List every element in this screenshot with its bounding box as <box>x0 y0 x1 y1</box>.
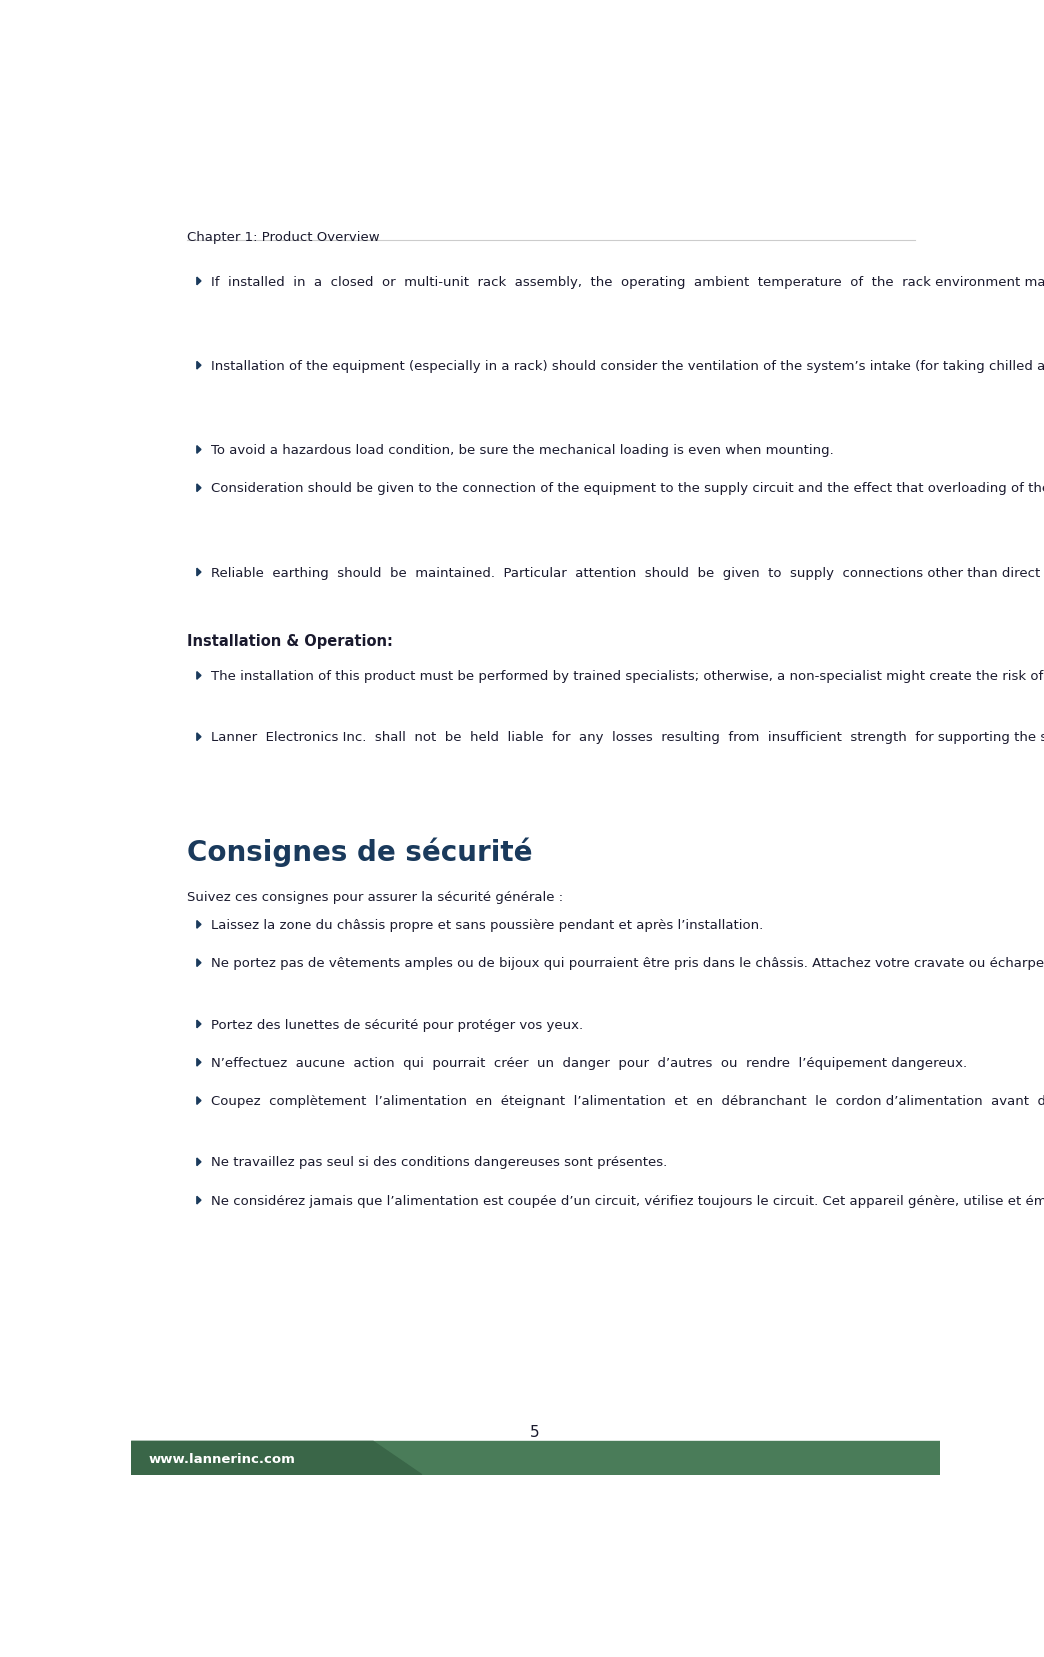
Text: To avoid a hazardous load condition, be sure the mechanical loading is even when: To avoid a hazardous load condition, be … <box>211 444 834 457</box>
Polygon shape <box>197 1097 201 1105</box>
Polygon shape <box>197 278 201 285</box>
Polygon shape <box>197 1059 201 1067</box>
Polygon shape <box>197 484 201 492</box>
Text: Suivez ces consignes pour assurer la sécurité générale :: Suivez ces consignes pour assurer la séc… <box>187 890 564 903</box>
Polygon shape <box>197 446 201 454</box>
Polygon shape <box>197 1021 201 1029</box>
Polygon shape <box>197 734 201 741</box>
Text: Installation & Operation:: Installation & Operation: <box>187 635 393 650</box>
Text: Chapter 1: Product Overview: Chapter 1: Product Overview <box>187 230 380 244</box>
Text: The installation of this product must be performed by trained specialists; other: The installation of this product must be… <box>211 669 1044 683</box>
Text: Installation of the equipment (especially in a rack) should consider the ventila: Installation of the equipment (especiall… <box>211 360 1044 373</box>
Bar <box>130 1442 940 1475</box>
Text: Ne considérez jamais que l’alimentation est coupée d’un circuit, vérifiez toujou: Ne considérez jamais que l’alimentation … <box>211 1195 1044 1206</box>
Polygon shape <box>197 363 201 370</box>
Polygon shape <box>197 921 201 928</box>
Text: Consignes de sécurité: Consignes de sécurité <box>187 837 532 867</box>
Text: Coupez  complètement  l’alimentation  en  éteignant  l’alimentation  et  en  déb: Coupez complètement l’alimentation en ét… <box>211 1095 1044 1107</box>
Text: Lanner  Electronics Inc.  shall  not  be  held  liable  for  any  losses  result: Lanner Electronics Inc. shall not be hel… <box>211 731 1044 744</box>
Polygon shape <box>197 1196 201 1205</box>
Text: Consideration should be given to the connection of the equipment to the supply c: Consideration should be given to the con… <box>211 482 1044 495</box>
Text: If  installed  in  a  closed  or  multi-unit  rack  assembly,  the  operating  a: If installed in a closed or multi-unit r… <box>211 275 1044 288</box>
Text: Ne portez pas de vêtements amples ou de bijoux qui pourraient être pris dans le : Ne portez pas de vêtements amples ou de … <box>211 956 1044 969</box>
Text: Portez des lunettes de sécurité pour protéger vos yeux.: Portez des lunettes de sécurité pour pro… <box>211 1017 584 1031</box>
Text: Laissez la zone du châssis propre et sans poussière pendant et après l’installat: Laissez la zone du châssis propre et san… <box>211 918 763 931</box>
Text: Ne travaillez pas seul si des conditions dangereuses sont présentes.: Ne travaillez pas seul si des conditions… <box>211 1157 668 1168</box>
Polygon shape <box>197 673 201 679</box>
Polygon shape <box>197 959 201 968</box>
Text: N’effectuez  aucune  action  qui  pourrait  créer  un  danger  pour  d’autres  o: N’effectuez aucune action qui pourrait c… <box>211 1056 968 1069</box>
Polygon shape <box>197 1158 201 1167</box>
Polygon shape <box>130 1442 422 1475</box>
Polygon shape <box>197 568 201 577</box>
Text: www.lannerinc.com: www.lannerinc.com <box>148 1452 295 1465</box>
Text: Reliable  earthing  should  be  maintained.  Particular  attention  should  be  : Reliable earthing should be maintained. … <box>211 567 1044 580</box>
Text: 5: 5 <box>530 1423 540 1438</box>
